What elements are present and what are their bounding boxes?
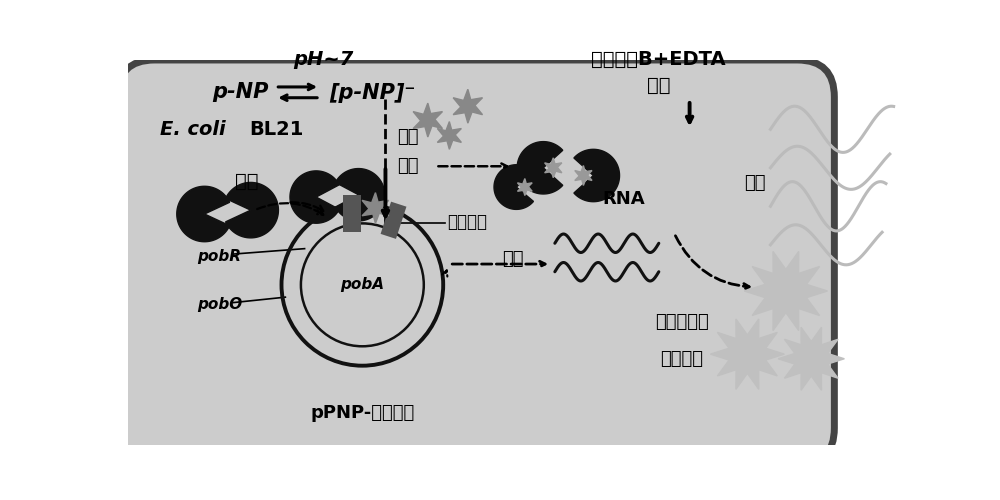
Polygon shape — [226, 182, 278, 238]
Polygon shape — [290, 171, 339, 223]
Text: 翻译: 翻译 — [744, 174, 766, 192]
Polygon shape — [335, 168, 385, 221]
Polygon shape — [453, 90, 483, 123]
Text: 转录: 转录 — [502, 250, 523, 268]
Text: 深色蛋白: 深色蛋白 — [660, 350, 703, 368]
Polygon shape — [177, 186, 230, 242]
FancyBboxPatch shape — [117, 60, 834, 465]
Text: 结合: 结合 — [397, 128, 418, 146]
Polygon shape — [778, 328, 844, 390]
Polygon shape — [517, 178, 532, 196]
Polygon shape — [545, 158, 562, 178]
Text: pobO: pobO — [197, 298, 242, 312]
Text: 阻遏: 阻遏 — [235, 172, 259, 191]
Polygon shape — [362, 192, 389, 224]
Polygon shape — [494, 164, 533, 210]
Polygon shape — [437, 122, 461, 150]
Polygon shape — [710, 319, 784, 390]
Polygon shape — [413, 103, 442, 137]
Text: [p-NP]⁻: [p-NP]⁻ — [329, 83, 416, 103]
Text: E. coli: E. coli — [160, 120, 225, 139]
Text: BL21: BL21 — [249, 120, 304, 139]
Text: pPNP-报告基因: pPNP-报告基因 — [310, 404, 414, 421]
Text: 多粘菌素B+EDTA: 多粘菌素B+EDTA — [591, 50, 726, 69]
Text: 荧光蛋白或: 荧光蛋白或 — [655, 313, 709, 331]
Text: pobA: pobA — [340, 278, 384, 292]
Text: RNA: RNA — [603, 190, 645, 208]
Text: pH~7: pH~7 — [294, 50, 354, 69]
Text: p-NP: p-NP — [212, 82, 269, 102]
Polygon shape — [744, 252, 827, 330]
Bar — [343, 195, 361, 232]
Text: 报告基因: 报告基因 — [447, 212, 487, 230]
Bar — [381, 202, 406, 239]
Polygon shape — [574, 150, 620, 202]
Text: 失活: 失活 — [397, 158, 418, 176]
Text: pobR: pobR — [197, 249, 241, 264]
Polygon shape — [575, 166, 592, 186]
Polygon shape — [517, 142, 563, 194]
Text: 敏化: 敏化 — [647, 76, 671, 94]
